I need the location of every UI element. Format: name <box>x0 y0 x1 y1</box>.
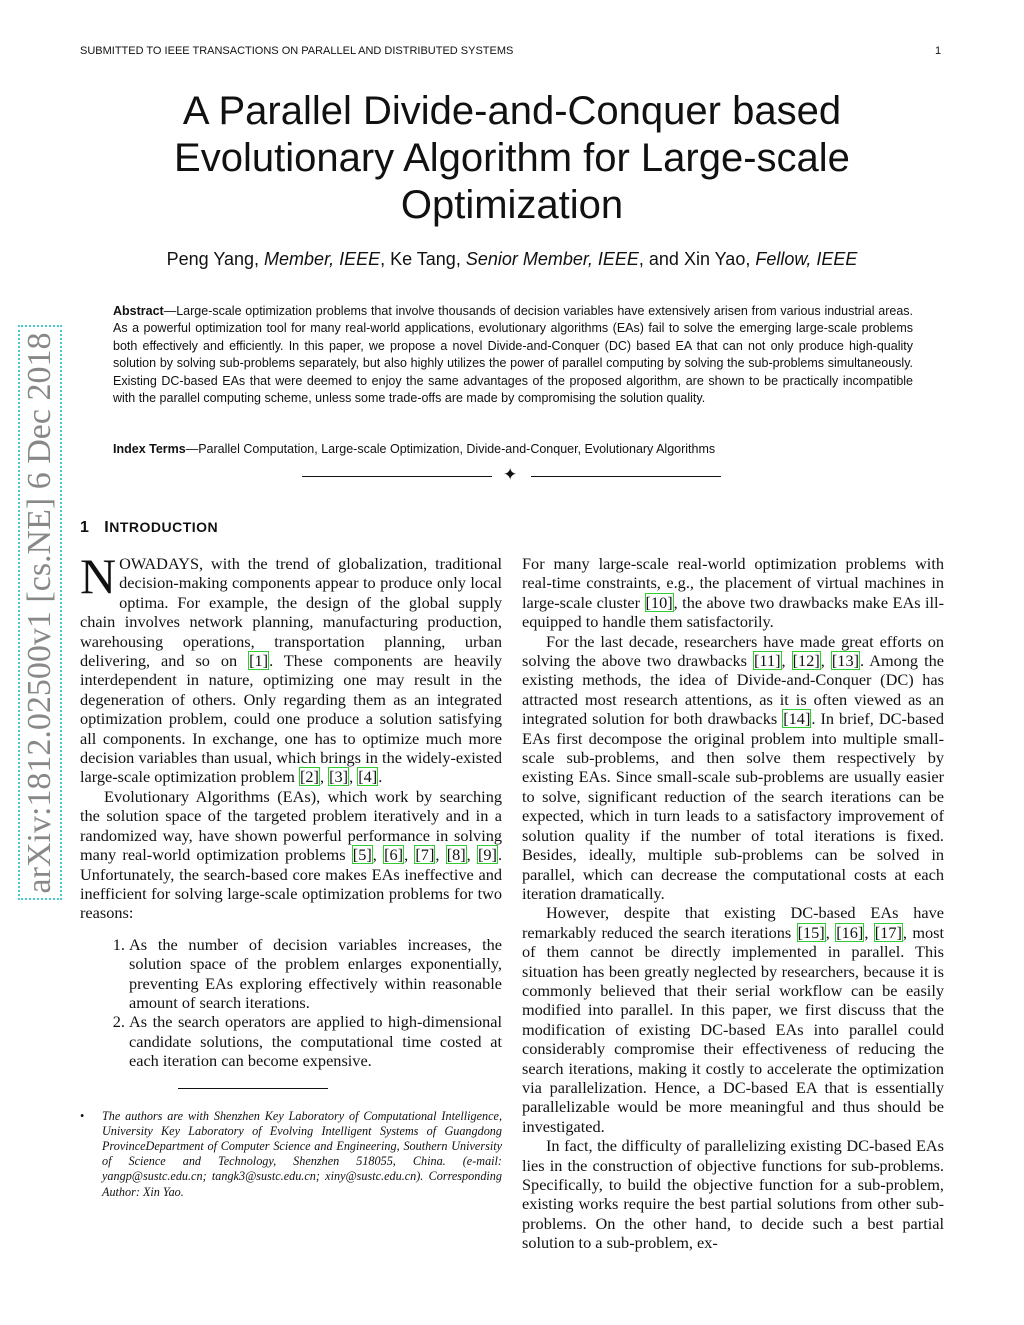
author-role: Member, IEEE <box>264 249 381 269</box>
text-run: , <box>372 845 384 865</box>
numbered-list: As the number of decision variables incr… <box>80 935 502 1071</box>
list-item: As the number of decision variables incr… <box>129 935 502 1013</box>
divider-star-icon: ✦ <box>503 465 518 484</box>
citation-link[interactable]: [16] <box>835 922 865 942</box>
text-run: , <box>820 651 831 671</box>
paragraph: N OWADAYS, with the trend of globalizatio… <box>80 548 502 787</box>
text-run: OWADAYS, with the trend of globalization… <box>80 554 502 671</box>
author: , Ke Tang, <box>380 249 466 269</box>
section-number: 1 <box>80 519 90 536</box>
arxiv-id[interactable]: arXiv:1812.02500v1 [cs.NE] 6 Dec 2018 <box>21 332 58 893</box>
text-run: . Among the existing methods, the idea o… <box>522 651 945 729</box>
footnote-text: The authors are with Shenzhen Key Labora… <box>102 1108 502 1199</box>
author-list: Peng Yang, Member, IEEE, Ke Tang, Senior… <box>100 249 924 270</box>
divider-rule <box>531 476 721 478</box>
text-run: , <box>404 845 415 865</box>
paragraph: For many large-scale real-world optimiza… <box>522 554 944 632</box>
citation-link[interactable]: [1] <box>248 651 270 671</box>
citation-link[interactable]: [2] <box>298 767 320 787</box>
citation-link[interactable]: [9] <box>476 845 498 865</box>
list-item: As the search operators are applied to h… <box>129 1012 502 1070</box>
text-run: Evolutionary Algorithms (EAs), which wor… <box>80 786 502 865</box>
text-run: , <box>435 845 446 865</box>
citation-link[interactable]: [8] <box>445 845 467 865</box>
index-terms-text: —Parallel Computation, Large-scale Optim… <box>185 442 716 456</box>
paragraph: However, despite that existing DC-based … <box>522 903 944 1136</box>
text-run: For the last decade, researchers have ma… <box>522 631 944 671</box>
section-heading: 1 INTRODUCTION <box>80 519 218 537</box>
text-run: , the above two drawbacks make EAs ill-e… <box>522 592 944 632</box>
author-role: Fellow, IEEE <box>755 249 858 269</box>
paragraph: In fact, the difficulty of parallelizing… <box>522 1136 944 1252</box>
text-run: , <box>466 845 477 865</box>
author: Peng Yang, <box>166 249 265 269</box>
text-run: , <box>864 922 874 942</box>
text-run: . These components are heavily interdepe… <box>80 651 502 787</box>
text-run: , <box>319 767 329 787</box>
bullet-icon: • <box>80 1108 85 1123</box>
footnote-rule <box>178 1087 328 1089</box>
left-column: N OWADAYS, with the trend of globalizatio… <box>80 548 502 1200</box>
paper-title: A Parallel Divide-and-Conquer based Evol… <box>100 88 924 229</box>
title-line: A Parallel Divide-and-Conquer based <box>182 89 842 133</box>
text-run: . Unfortunately, the search-based core m… <box>80 845 503 923</box>
author-role: Senior Member, IEEE <box>465 249 639 269</box>
running-head: SUBMITTED TO IEEE TRANSACTIONS ON PARALL… <box>80 45 514 57</box>
abstract: Abstract—Large-scale optimization proble… <box>113 303 913 407</box>
right-column: For many large-scale real-world optimiza… <box>522 554 944 1253</box>
text-run: , <box>781 651 792 671</box>
citation-link[interactable]: [4] <box>357 767 379 787</box>
paragraph: For the last decade, researchers have ma… <box>522 632 944 904</box>
abstract-label: Abstract <box>113 304 164 318</box>
citation-link[interactable]: [6] <box>383 845 405 865</box>
index-terms: Index Terms—Parallel Computation, Large-… <box>113 442 913 456</box>
author: , and Xin Yao, <box>638 249 756 269</box>
text-run: , <box>825 922 836 942</box>
section-title-initial: I <box>104 519 110 536</box>
citation-link[interactable]: [5] <box>351 845 373 865</box>
page-number: 1 <box>935 45 942 57</box>
text-run: In fact, the difficulty of parallelizing… <box>522 1136 944 1253</box>
text-run: , most of them cannot be directly implem… <box>522 922 945 1136</box>
title-line: Optimization <box>400 183 624 227</box>
citation-link[interactable]: [10] <box>644 592 674 612</box>
footnote: • The authors are with Shenzhen Key Labor… <box>80 1109 502 1200</box>
citation-link[interactable]: [3] <box>328 767 350 787</box>
text-run: For many large-scale real-world optimiza… <box>522 554 944 612</box>
citation-link[interactable]: [13] <box>830 651 861 671</box>
title-line: Evolutionary Algorithm for Large-scale <box>174 136 850 180</box>
index-terms-label: Index Terms <box>113 442 186 456</box>
citation-link[interactable]: [14] <box>782 709 812 729</box>
text-run: However, despite that existing DC-based … <box>522 903 944 942</box>
divider-rule <box>302 476 492 478</box>
paragraph: Evolutionary Algorithms (EAs), which wor… <box>80 787 502 923</box>
text-run: , <box>349 767 358 787</box>
citation-link[interactable]: [15] <box>796 922 826 942</box>
arxiv-stamp: arXiv:1812.02500v1 [cs.NE] 6 Dec 2018 <box>18 325 62 900</box>
text-run: . <box>378 767 383 787</box>
citation-link[interactable]: [17] <box>873 922 903 942</box>
section-title: NTRODUCTION <box>109 519 219 535</box>
citation-link[interactable]: [12] <box>791 651 821 671</box>
citation-link[interactable]: [11] <box>752 651 782 671</box>
text-run: . In brief, DC-based EAs first decompose… <box>522 709 944 903</box>
drop-cap: N <box>80 548 117 604</box>
citation-link[interactable]: [7] <box>414 845 436 865</box>
abstract-text: —Large-scale optimization problems that … <box>113 304 913 406</box>
